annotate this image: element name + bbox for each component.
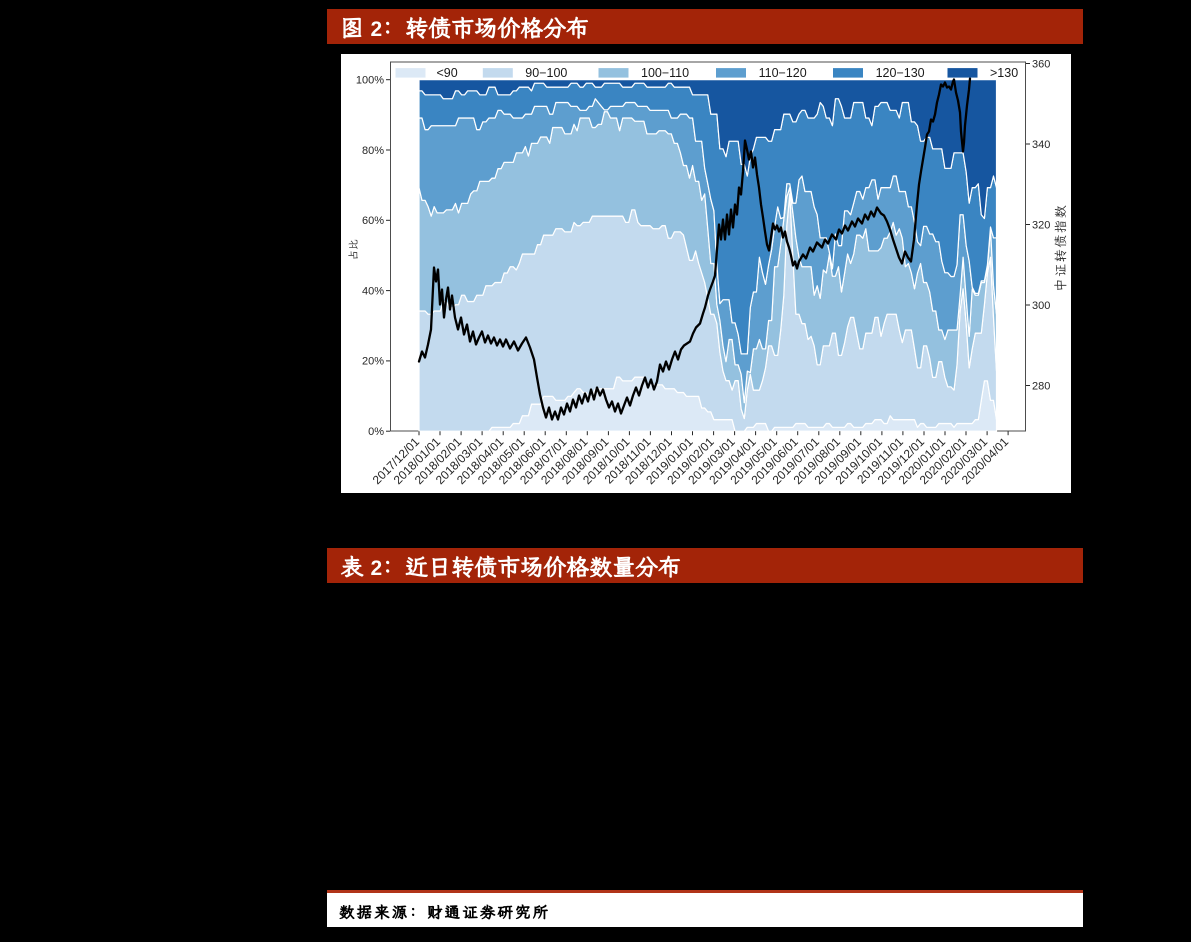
svg-text:100−110: 100−110 [641,66,689,80]
svg-text:60%: 60% [362,215,384,227]
svg-text:300: 300 [1032,300,1050,312]
svg-text:80%: 80% [362,145,384,157]
svg-text:90−100: 90−100 [525,66,567,80]
svg-text:100%: 100% [356,75,384,87]
svg-text:120−130: 120−130 [876,66,925,80]
svg-text:>130: >130 [990,66,1018,80]
svg-text:40%: 40% [362,285,384,297]
svg-text:320: 320 [1032,219,1050,231]
svg-text:20%: 20% [362,356,384,368]
svg-text:360: 360 [1032,58,1050,70]
svg-text:340: 340 [1032,139,1050,151]
svg-text:110−120: 110−120 [759,66,807,80]
svg-text:0%: 0% [368,426,384,438]
svg-text:280: 280 [1032,380,1050,392]
svg-text:<90: <90 [437,66,458,80]
